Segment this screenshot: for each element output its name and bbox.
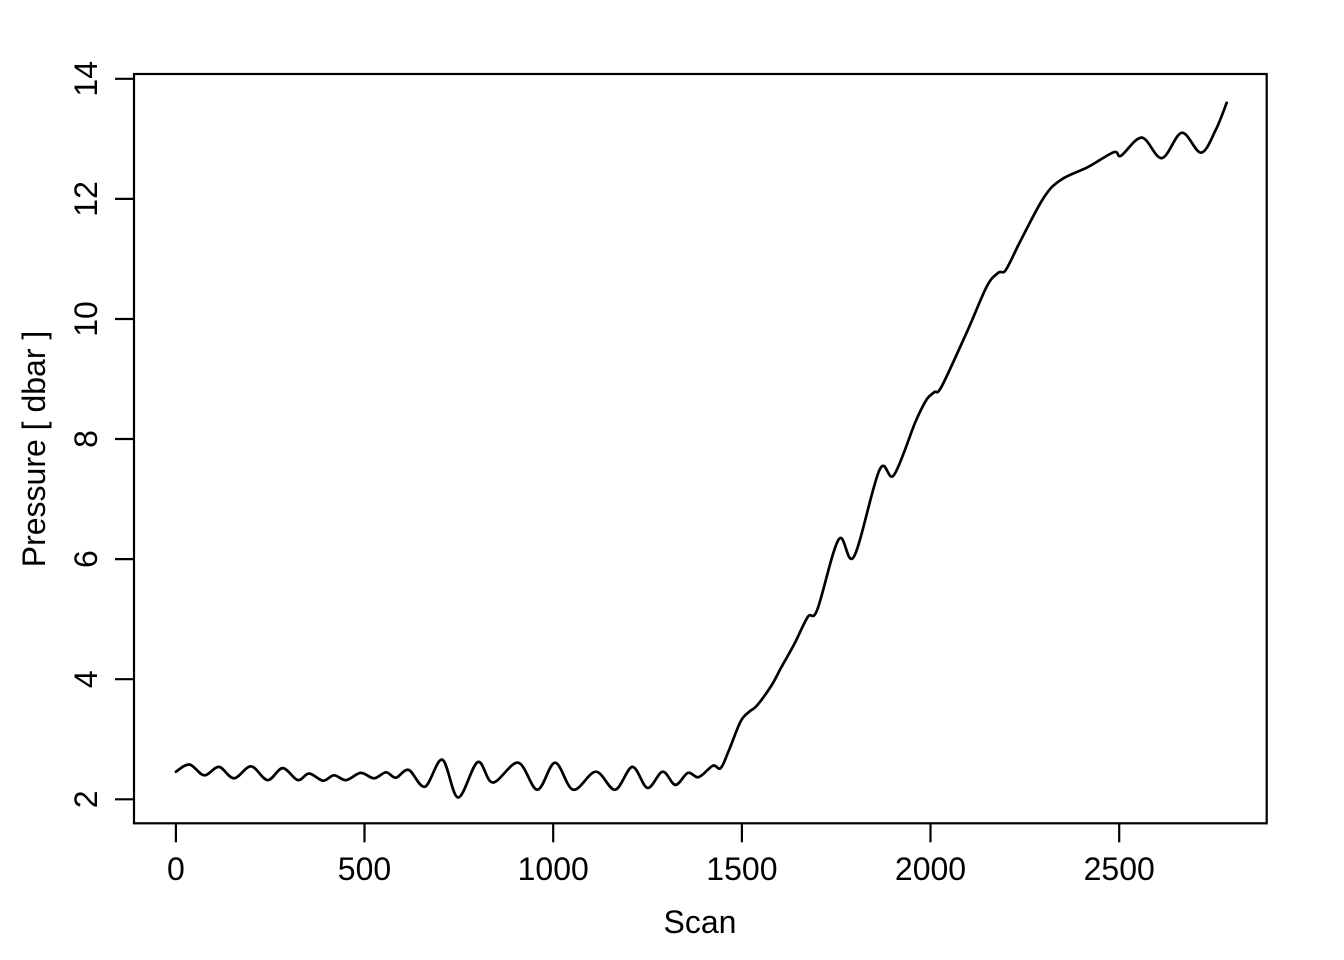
- svg-text:2500: 2500: [1084, 851, 1155, 887]
- svg-text:1500: 1500: [706, 851, 777, 887]
- x-axis-title: Scan: [664, 904, 737, 940]
- svg-text:2: 2: [68, 790, 104, 808]
- svg-text:6: 6: [68, 550, 104, 568]
- y-axis-ticks: [115, 77, 134, 801]
- plot-box: [132, 72, 1268, 825]
- x-axis-tick-labels: 0 500 1000 1500 2000 2500: [167, 851, 1155, 887]
- y-axis-tick-labels: 2 4 6 8 10 12 14: [68, 61, 104, 808]
- svg-text:14: 14: [68, 61, 104, 97]
- x-axis-ticks: [174, 823, 1121, 843]
- svg-text:10: 10: [68, 301, 104, 337]
- svg-text:4: 4: [68, 670, 104, 688]
- svg-text:500: 500: [338, 851, 391, 887]
- svg-text:12: 12: [68, 181, 104, 217]
- svg-text:1000: 1000: [518, 851, 589, 887]
- svg-text:2000: 2000: [895, 851, 966, 887]
- svg-text:0: 0: [167, 851, 185, 887]
- pressure-line: [174, 101, 1229, 799]
- svg-text:8: 8: [68, 430, 104, 448]
- y-axis-title: Pressure [ dbar ]: [16, 331, 52, 568]
